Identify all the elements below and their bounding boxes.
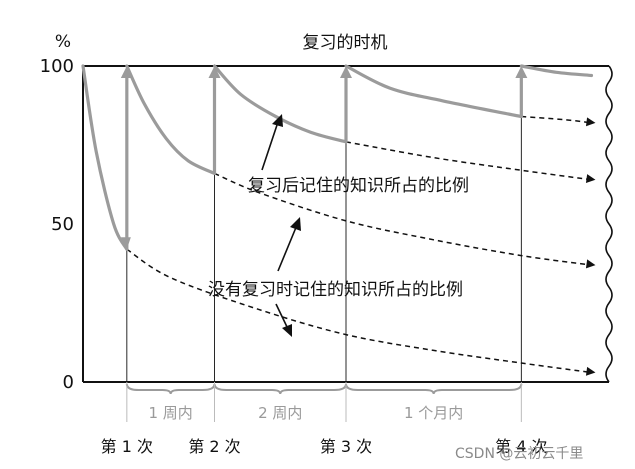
interval-brackets: 1 周内 2 周内 1 个月内 <box>125 382 523 422</box>
arrow-without-review-down-head <box>282 324 292 337</box>
retention-with-review-curve <box>81 64 594 251</box>
decay-curve-arrowhead <box>585 174 596 184</box>
chart-title: 复习的时机 <box>303 33 388 53</box>
decay-without-review-curves <box>126 115 596 376</box>
right-edge-wavy-line <box>605 65 613 383</box>
interval-bracket <box>345 383 523 395</box>
arrow-without-review-down-line <box>275 303 289 330</box>
decay-curve <box>521 115 592 124</box>
y-ticks: 100 50 0 <box>40 56 74 393</box>
retention-curve-segment <box>344 64 523 119</box>
decay-curve-arrowhead <box>585 259 596 269</box>
annotation-without-review-text: 没有复习时记住的知识所占的比例 <box>208 280 463 300</box>
decay-curve <box>345 141 592 181</box>
review-label: 第 2 次 <box>188 437 240 456</box>
review-label: 第 1 次 <box>101 437 153 456</box>
retention-curve-segment <box>519 64 594 78</box>
review-jump-arrowhead <box>340 66 352 78</box>
interval-label: 2 周内 <box>258 404 302 422</box>
annotation-without-review: 没有复习时记住的知识所占的比例 <box>208 217 463 337</box>
review-jump-arrowhead <box>208 66 221 78</box>
y-tick-label: 0 <box>63 372 74 393</box>
interval-bracket <box>125 383 216 395</box>
retention-drop-arrowhead <box>120 237 131 250</box>
retention-curve-segment <box>81 64 129 251</box>
decay-curve <box>126 248 592 374</box>
decay-curve <box>214 172 592 266</box>
y-tick-label: 100 <box>40 56 74 77</box>
y-axis-unit: % <box>55 32 71 52</box>
review-label: 第 4 次 <box>495 437 547 456</box>
interval-label: 1 周内 <box>149 404 193 422</box>
decay-curve-arrowhead <box>585 366 596 376</box>
y-tick-label: 50 <box>51 214 74 235</box>
arrow-without-review-up-head <box>290 217 301 231</box>
review-labels: 第 1 次 第 2 次 第 3 次 第 4 次 <box>101 437 548 456</box>
wavy-edge-path <box>605 65 613 383</box>
annotation-with-review: 复习后记住的知识所占的比例 <box>248 114 469 196</box>
review-jump-arrowhead <box>515 66 528 78</box>
arrow-with-review-head <box>272 114 283 127</box>
interval-label: 1 个月内 <box>404 404 463 422</box>
arrow-with-review-line <box>261 121 279 171</box>
annotation-with-review-text: 复习后记住的知识所占的比例 <box>248 176 469 196</box>
interval-bracket <box>213 383 347 395</box>
watermark-text: CSDN @云初云千里 <box>455 445 583 462</box>
retention-curve-segment <box>125 64 217 176</box>
retention-curve-segment <box>212 64 348 144</box>
review-label: 第 3 次 <box>320 437 372 456</box>
arrow-without-review-up-line <box>277 224 298 272</box>
decay-curve-arrowhead <box>585 117 596 127</box>
